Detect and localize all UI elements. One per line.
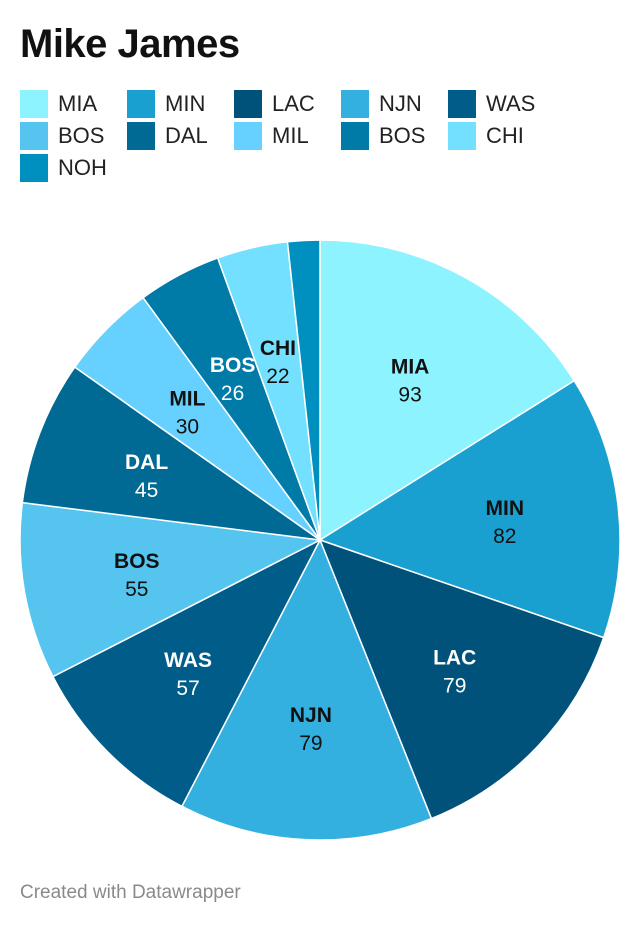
pie-chart: MIA 93 MIN 82 LAC 79 NJN 79 WAS 57 BOS 55 DAL 45 MIL 30… — [19, 239, 621, 841]
slice-value: 45 — [135, 479, 158, 502]
legend-item: NJN — [341, 90, 422, 118]
legend-item: MIN — [127, 90, 205, 118]
slice-label: WAS — [164, 649, 212, 672]
legend-item: NOH — [20, 154, 107, 182]
slice-value: 22 — [266, 365, 289, 388]
pie-slice-bos — [19, 501, 323, 678]
legend-label: MIN — [165, 91, 206, 116]
chart-title: Mike James — [20, 22, 240, 66]
legend-item: CHI — [448, 122, 524, 150]
pie-slice-min — [318, 379, 621, 639]
slice-value: 93 — [398, 383, 421, 406]
legend-item: DAL — [127, 122, 208, 150]
pie-slice-lac — [318, 538, 605, 820]
legend-swatch — [234, 90, 262, 118]
legend-item: LAC — [234, 90, 315, 118]
legend-item: BOS — [341, 122, 425, 150]
legend-label: MIA — [58, 91, 98, 116]
legend-item: BOS — [20, 122, 104, 150]
legend-label: DAL — [165, 123, 208, 148]
legend-swatch — [20, 90, 48, 118]
slice-label: CHI — [260, 337, 296, 360]
legend-swatch — [127, 90, 155, 118]
legend-label: LAC — [272, 91, 315, 116]
legend-swatch — [234, 122, 262, 150]
pie-slice-was — [51, 538, 322, 808]
legend-swatch — [20, 122, 48, 150]
slice-label: MIL — [169, 388, 205, 411]
slice-label: BOS — [210, 354, 256, 377]
legend-swatch — [448, 90, 476, 118]
slice-value: 79 — [443, 674, 466, 697]
legend-label: NOH — [58, 155, 107, 180]
pie-slice-mia — [319, 239, 576, 542]
slice-label: BOS — [114, 550, 160, 573]
legend-swatch — [341, 90, 369, 118]
legend-label: BOS — [379, 123, 426, 148]
pie-slice-dal — [21, 366, 321, 541]
slice-value: 57 — [176, 677, 199, 700]
legend-swatch — [20, 154, 48, 182]
slice-label: MIA — [391, 355, 430, 378]
slice-label: NJN — [290, 704, 332, 727]
slice-label: DAL — [125, 451, 168, 474]
legend-label: CHI — [486, 123, 524, 148]
legend-item: MIA — [20, 90, 97, 118]
legend-item: WAS — [448, 90, 535, 118]
slice-value: 55 — [125, 578, 148, 601]
slice-value: 79 — [299, 732, 322, 755]
slice-value: 26 — [221, 382, 244, 405]
footer-credit: Created with Datawrapper — [20, 882, 241, 903]
legend-label: WAS — [486, 91, 536, 116]
pie-slice-noh — [286, 239, 321, 541]
legend-swatch — [127, 122, 155, 150]
slice-label: LAC — [433, 646, 476, 669]
slice-value: 30 — [176, 416, 199, 439]
slice-label: MIN — [486, 497, 525, 520]
legend-swatch — [341, 122, 369, 150]
legend-label: BOS — [58, 123, 105, 148]
legend-label: NJN — [379, 91, 422, 116]
slice-value: 82 — [493, 525, 516, 548]
legend-swatch — [448, 122, 476, 150]
pie-slice-njn — [180, 538, 433, 841]
legend-label: MIL — [272, 123, 309, 148]
legend-item: MIL — [234, 122, 309, 150]
